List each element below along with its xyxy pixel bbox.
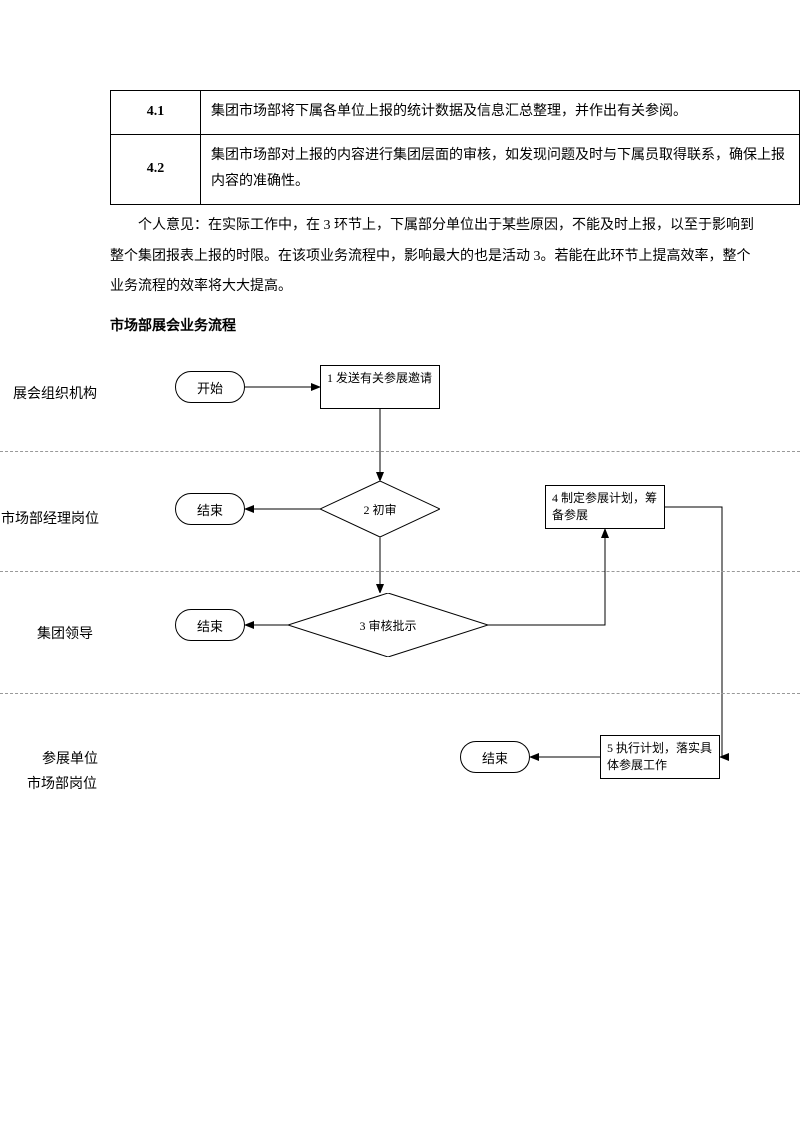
lane-label: 市场部经理岗位	[0, 508, 120, 528]
flow-process: 5 执行计划，落实具体参展工作	[600, 735, 720, 779]
lane-label: 集团领导	[0, 623, 135, 643]
summary-table: 4.1 集团市场部将下属各单位上报的统计数据及信息汇总整理，并作出有关参阅。 4…	[110, 90, 800, 205]
flow-process: 1 发送有关参展邀请	[320, 365, 440, 409]
lane-divider	[0, 451, 800, 452]
flow-terminator: 结束	[175, 609, 245, 641]
lane-label: 参展单位	[0, 748, 140, 768]
lane-label: 市场部岗位	[0, 773, 132, 793]
row-text: 集团市场部对上报的内容进行集团层面的审核，如发现问题及时与下属员取得联系，确保上…	[201, 134, 800, 204]
row-num: 4.1	[111, 91, 201, 135]
opinion-paragraph: 个人意见：在实际工作中，在 3 环节上，下属部分单位出于某些原因，不能及时上报，…	[110, 211, 800, 303]
flowchart-title: 市场部展会业务流程	[110, 315, 800, 335]
flow-decision: 2 初审	[320, 481, 440, 537]
table-row: 4.1 集团市场部将下属各单位上报的统计数据及信息汇总整理，并作出有关参阅。	[111, 91, 800, 135]
flow-terminator: 开始	[175, 371, 245, 403]
table-row: 4.2 集团市场部对上报的内容进行集团层面的审核，如发现问题及时与下属员取得联系…	[111, 134, 800, 204]
lane-divider	[0, 693, 800, 694]
flowchart-canvas: 展会组织机构市场部经理岗位集团领导参展单位市场部岗位 开始 1 发送有关参展邀请结束…	[0, 343, 800, 853]
opinion-text: 个人意见：在实际工作中，在 3 环节上，下属部分单位出于某些原因，不能及时上报，…	[110, 218, 754, 295]
lane-label: 展会组织机构	[0, 383, 125, 403]
row-num: 4.2	[111, 134, 201, 204]
flow-terminator: 结束	[175, 493, 245, 525]
flow-decision: 3 审核批示	[288, 593, 488, 657]
flow-terminator: 结束	[460, 741, 530, 773]
lane-divider	[0, 571, 800, 572]
flow-process: 4 制定参展计划，筹备参展	[545, 485, 665, 529]
row-text: 集团市场部将下属各单位上报的统计数据及信息汇总整理，并作出有关参阅。	[201, 91, 800, 135]
